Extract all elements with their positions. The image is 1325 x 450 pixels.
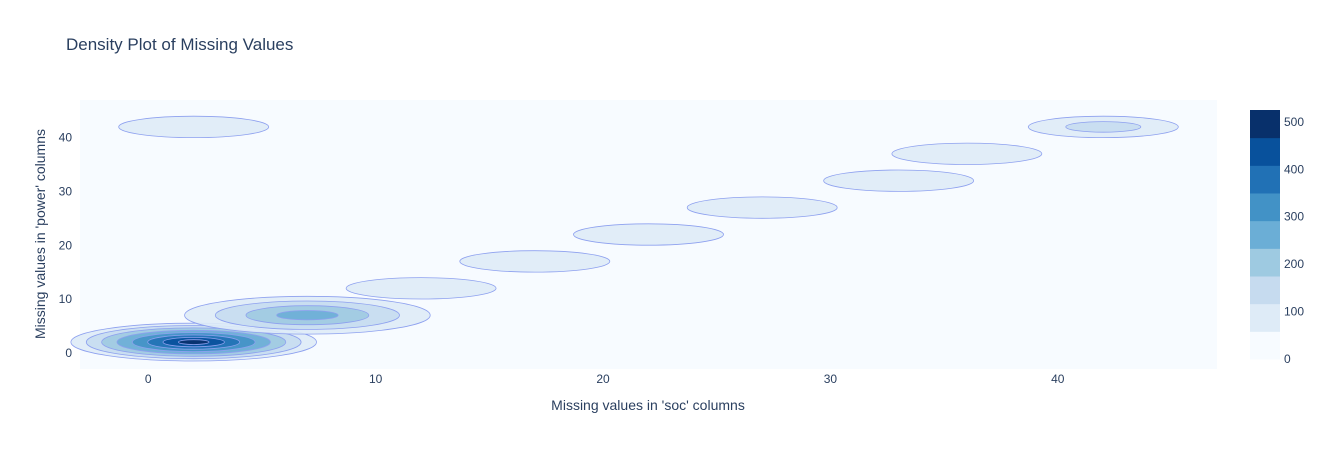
colorbar-segment [1250,165,1280,194]
contour-level [891,142,1043,165]
density-cluster [891,142,1043,165]
contour-level [118,115,270,139]
x-tick-label: 40 [1051,372,1065,386]
colorbar-tick-label: 400 [1284,162,1304,176]
y-tick-label: 10 [59,292,73,306]
y-tick-label: 30 [59,184,73,198]
density-cluster [184,295,431,335]
colorbar-tick-label: 300 [1284,210,1304,224]
density-cluster [1027,115,1179,139]
contour-level [823,169,975,192]
colorbar-tick-label: 200 [1284,257,1304,271]
colorbar-segment [1250,248,1280,277]
density-cluster [459,250,611,273]
x-axis-label: Missing values in 'soc' columns [551,397,745,413]
contour-level [459,250,611,273]
x-tick-label: 10 [369,372,383,386]
colorbar-segment [1250,220,1280,249]
colorbar-tick-label: 500 [1284,115,1304,129]
colorbar-tick-label: 100 [1284,305,1304,319]
density-cluster [118,115,270,139]
y-axis-ticks: 0 10 20 30 40 [59,131,73,360]
contour-level [1065,121,1142,133]
colorbar-segment [1250,193,1280,222]
colorbar: 0 100 200 300 400 500 [1250,110,1304,366]
y-tick-label: 40 [59,131,73,145]
colorbar-segment [1250,303,1280,332]
contour-level [573,223,724,246]
contour-level [345,277,497,300]
y-tick-label: 20 [59,238,73,252]
colorbar-segment [1250,110,1280,139]
density-cluster [70,322,317,362]
density-cluster [345,277,497,300]
colorbar-segment [1250,276,1280,305]
density-contours [70,115,1179,362]
colorbar-segment [1250,137,1280,166]
density-cluster [573,223,724,246]
density-cluster [823,169,975,192]
contour-level [686,196,838,219]
contour-level [276,310,339,321]
density-cluster [686,196,838,219]
x-tick-label: 0 [145,372,152,386]
y-tick-label: 0 [65,346,72,360]
contour-level [177,339,210,345]
x-tick-label: 20 [596,372,610,386]
x-tick-label: 30 [824,372,838,386]
colorbar-tick-label: 0 [1284,352,1291,366]
y-axis-label: Missing values in 'power' columns [32,129,48,339]
colorbar-segment [1250,331,1280,360]
x-axis-ticks: 0 10 20 30 40 [145,372,1065,386]
chart-title: Density Plot of Missing Values [66,35,293,54]
